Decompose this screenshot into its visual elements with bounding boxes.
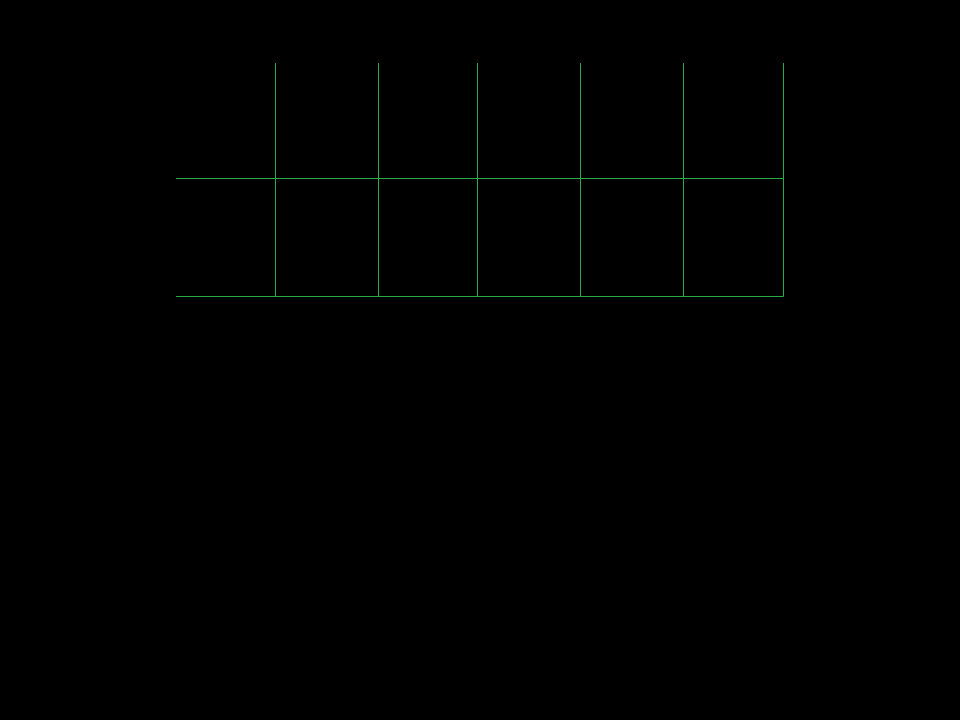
screen-background <box>176 63 784 297</box>
grid-lines <box>176 63 784 297</box>
